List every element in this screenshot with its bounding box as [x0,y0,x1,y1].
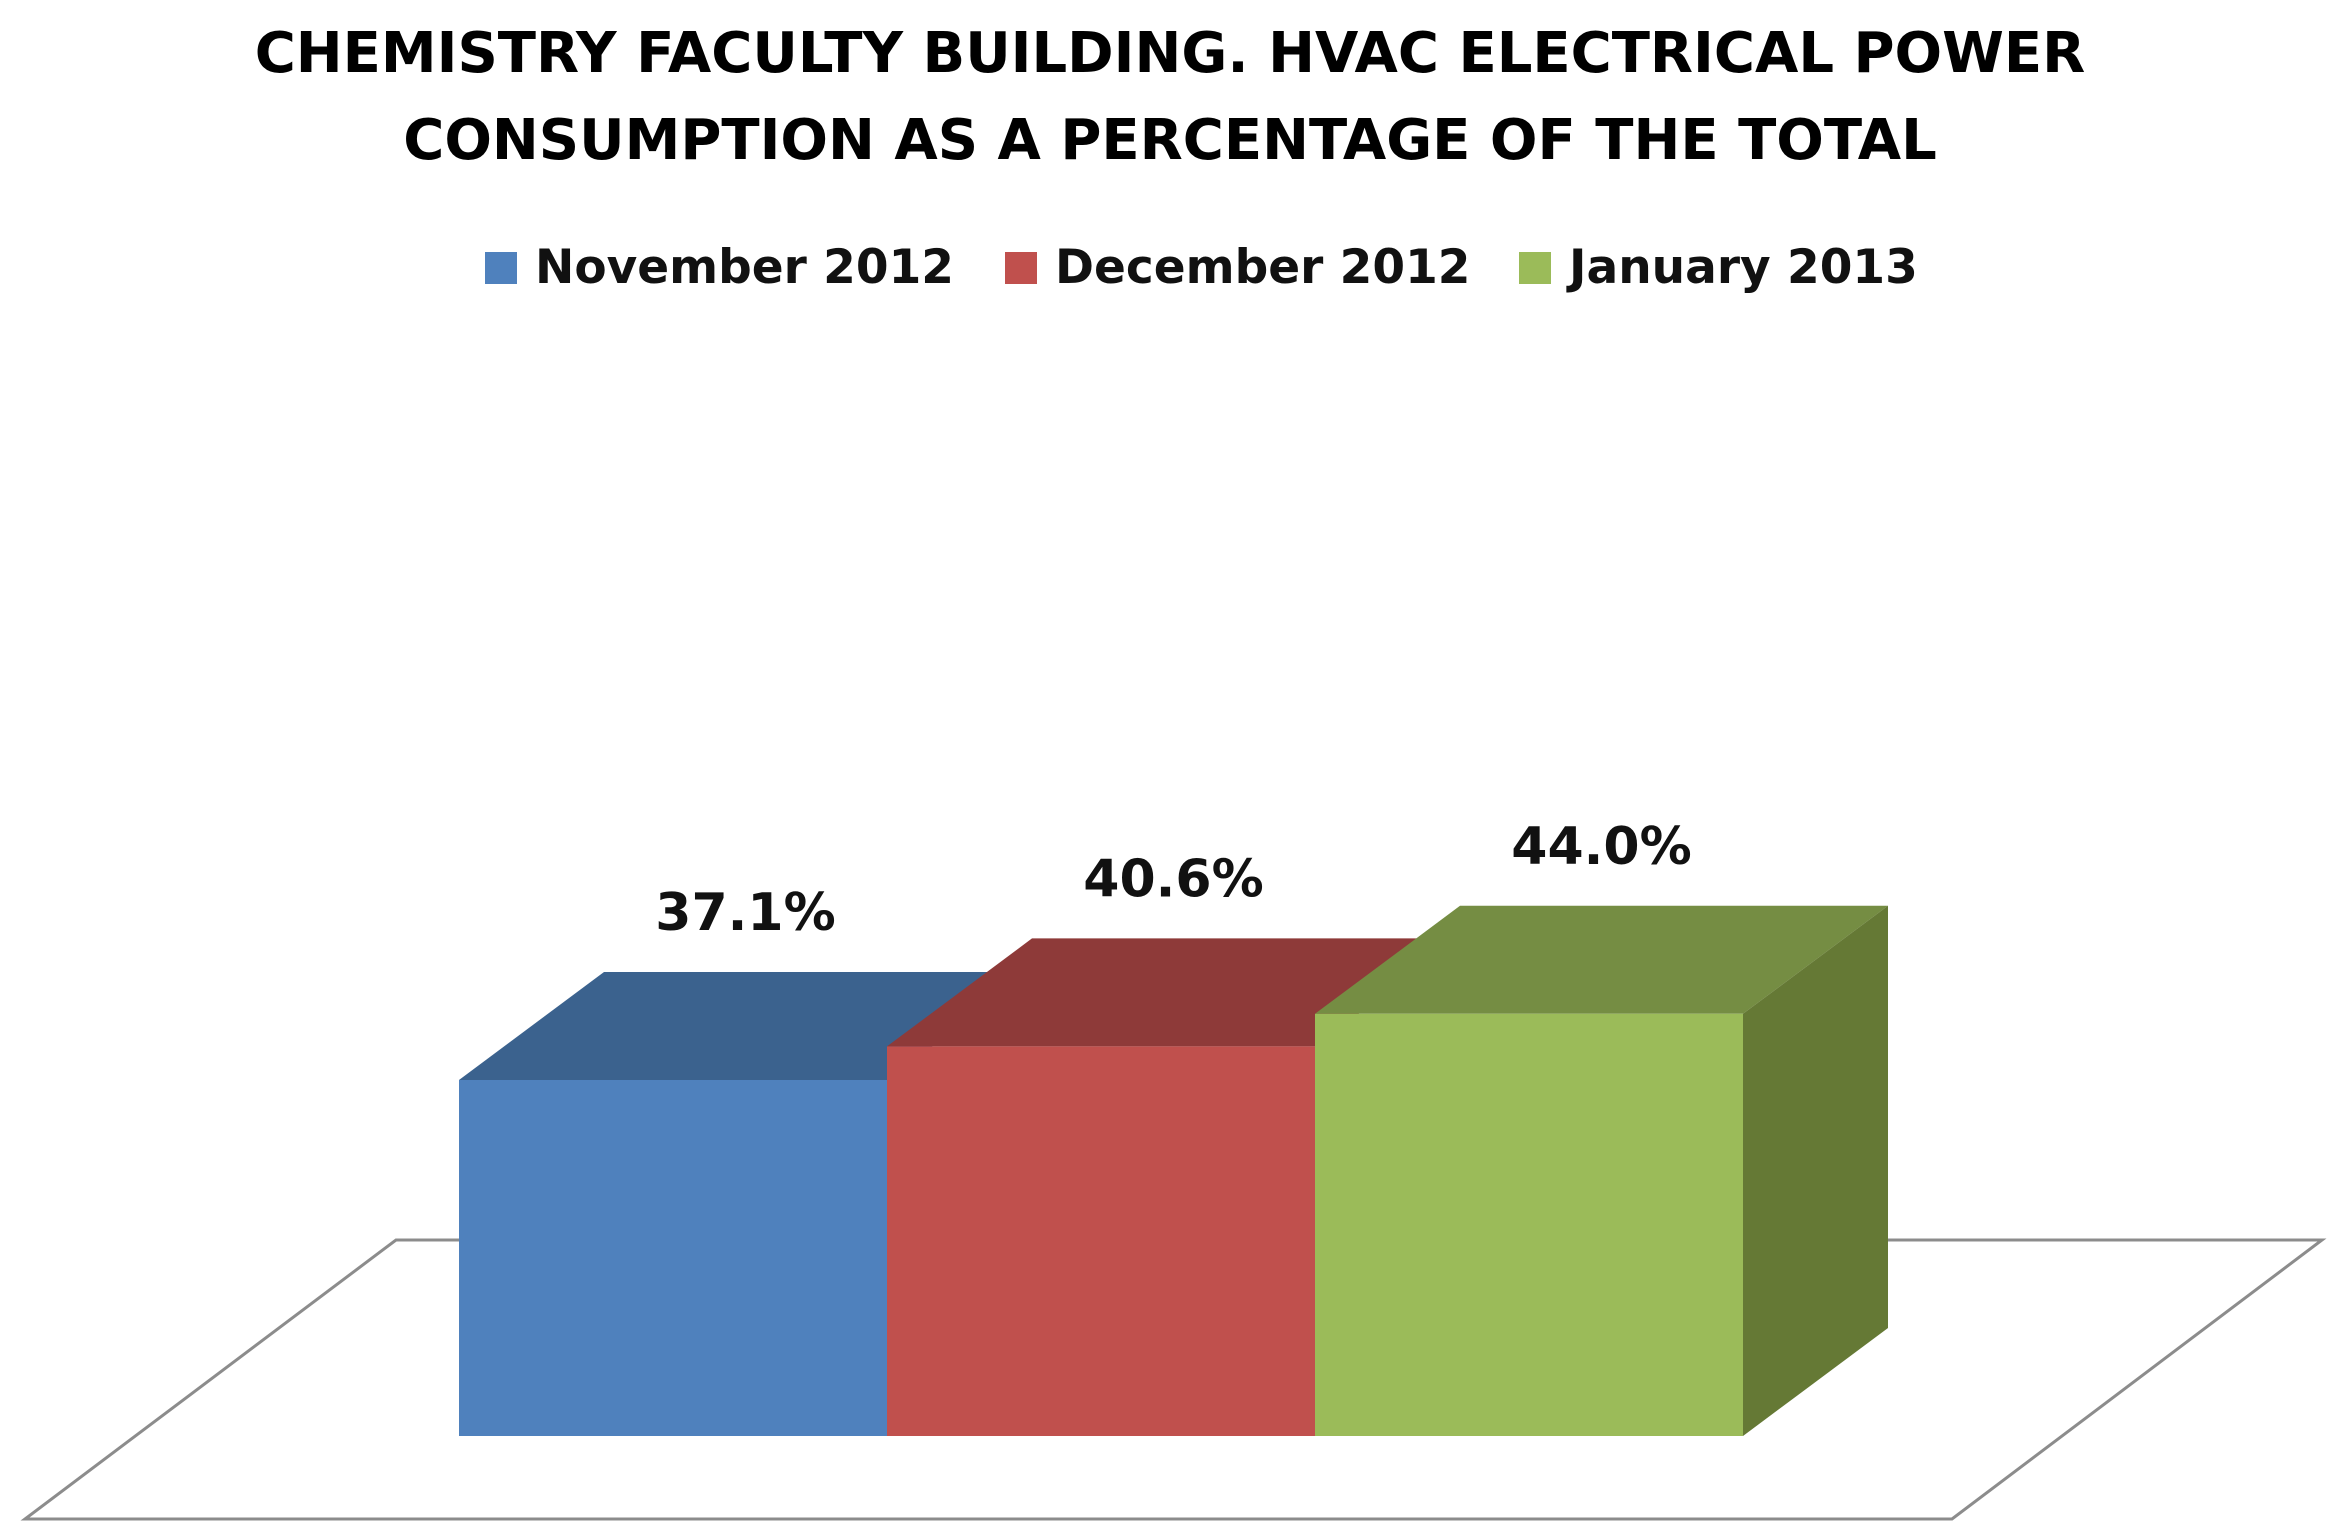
chart-title-line-1: CHEMISTRY FACULTY BUILDING. HVAC ELECTRI… [254,21,2086,86]
legend-item-2: December 2012 [1005,240,1470,295]
data-label-1: 37.1% [655,883,835,943]
data-label-3: 44.0% [1511,817,1691,877]
chart-title-line-2: CONSUMPTION AS A PERCENTAGE OF THE TOTAL [403,108,1937,173]
bars [459,905,1888,1436]
legend-swatch [1005,252,1037,284]
data-label-2: 40.6% [1083,849,1263,909]
legend-swatch [1519,252,1551,284]
legend-swatch [485,252,517,284]
bar-side-face [1743,905,1888,1436]
legend-item-1: November 2012 [485,240,954,295]
legend: November 2012 December 2012 January 2013 [485,240,1918,295]
legend-label: December 2012 [1055,240,1470,295]
bar-front-face [887,1046,1315,1436]
bar-front-face [459,1080,887,1436]
bar-front-face [1315,1013,1743,1436]
legend-item-3: January 2013 [1519,240,1918,295]
data-labels: 37.1% 40.6% 44.0% [655,817,1691,943]
bar-top-face [1315,905,1888,1014]
chart-title: CHEMISTRY FACULTY BUILDING. HVAC ELECTRI… [0,0,2340,184]
bar-3 [1315,905,1888,1436]
legend-label: November 2012 [535,240,954,295]
legend-label: January 2013 [1566,240,1918,295]
